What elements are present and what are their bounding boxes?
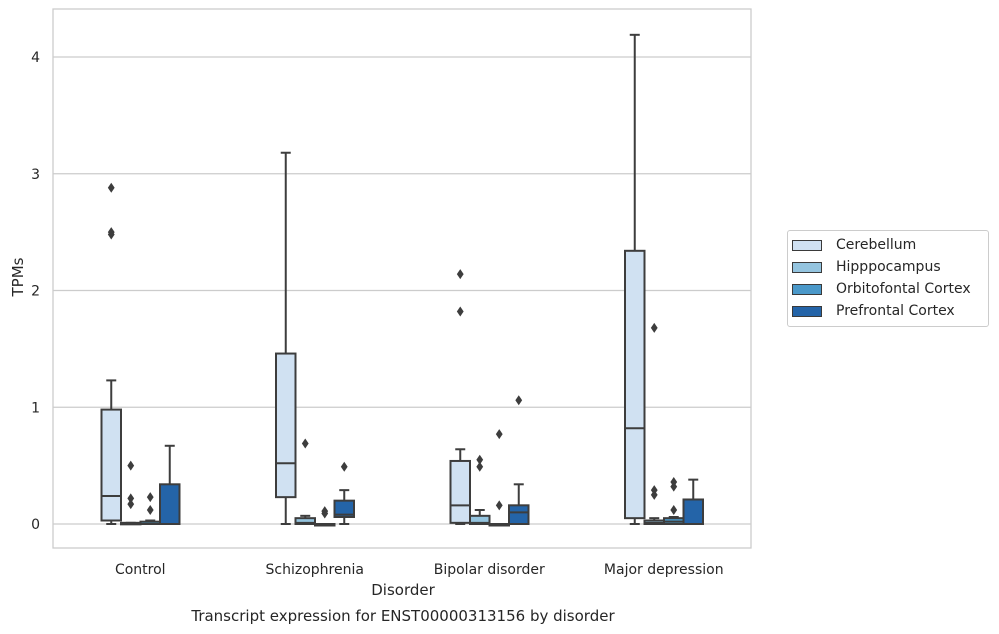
box — [294, 517, 316, 525]
box-cerebellum — [100, 182, 122, 525]
box-orbitofontal-cortex — [663, 476, 685, 525]
outlier-point — [340, 461, 348, 472]
box — [449, 459, 471, 524]
outlier-point — [456, 269, 464, 280]
box-cerebellum — [449, 269, 471, 525]
legend-item-hippocampus: Hipppocampus — [792, 257, 941, 277]
plot-frame — [52, 8, 752, 549]
legend-item-prefrontal-cortex: Prefrontal Cortex — [792, 301, 955, 321]
box-prefrontal-cortex — [682, 478, 704, 526]
outlier-point — [301, 438, 309, 449]
legend-label: Orbitofontal Cortex — [836, 281, 971, 297]
box-layer — [100, 33, 704, 527]
outlier-point — [670, 504, 678, 515]
outlier-point — [107, 227, 115, 238]
y-axis-label: TPMs — [9, 257, 27, 297]
box-orbitofontal-cortex — [314, 506, 336, 527]
legend-item-orbitofrontal-cortex: Orbitofontal Cortex — [792, 279, 971, 299]
box-cerebellum — [275, 151, 297, 525]
y-tick-label: 0 — [31, 517, 40, 533]
legend-swatch — [792, 305, 822, 317]
box-hipppocampus — [294, 438, 316, 525]
box — [159, 483, 181, 525]
outlier-point — [650, 485, 658, 496]
box-prefrontal-cortex — [333, 461, 355, 525]
legend-label: Cerebellum — [836, 237, 917, 253]
legend-swatch — [792, 283, 822, 295]
y-tick-label: 4 — [31, 50, 40, 66]
box-hipppocampus — [643, 322, 665, 525]
legend-label: Prefrontal Cortex — [836, 303, 955, 319]
box-cerebellum — [624, 33, 646, 525]
x-tick-label: Major depression — [604, 562, 724, 578]
x-tick-label: Bipolar disorder — [434, 562, 545, 578]
y-tick-label: 1 — [31, 400, 40, 416]
outlier-point — [456, 306, 464, 317]
x-tick-label: Control — [115, 562, 166, 578]
x-tick-label: Schizophrenia — [266, 562, 364, 578]
outlier-point — [127, 493, 135, 504]
outlier-point — [515, 395, 523, 406]
outlier-point — [476, 461, 484, 472]
gridlines — [53, 56, 751, 525]
legend-label: Hipppocampus — [836, 259, 941, 275]
box — [624, 249, 646, 520]
box — [682, 498, 704, 526]
box-hipppocampus — [120, 460, 142, 526]
outlier-point — [146, 492, 154, 503]
box — [275, 352, 297, 499]
box-orbitofontal-cortex — [488, 429, 510, 527]
box-orbitofontal-cortex — [139, 492, 161, 525]
x-tick-labels: Control Schizophrenia Bipolar disorder Majo… — [115, 562, 724, 578]
box-prefrontal-cortex — [159, 444, 181, 525]
outlier-point — [650, 322, 658, 333]
legend-item-cerebellum: Cerebellum — [792, 235, 916, 255]
y-tick-label: 2 — [31, 284, 40, 300]
legend-swatch — [792, 239, 822, 251]
box-prefrontal-cortex — [508, 395, 530, 526]
legend-swatch — [792, 261, 822, 273]
box — [333, 499, 355, 518]
box — [469, 514, 491, 526]
outlier-point — [321, 506, 329, 517]
outlier-point — [107, 182, 115, 193]
outlier-point — [495, 500, 503, 511]
outlier-point — [127, 499, 135, 510]
outlier-point — [670, 476, 678, 487]
outlier-point — [476, 454, 484, 465]
chart-caption: Transcript expression for ENST0000031315… — [191, 607, 615, 625]
box — [100, 408, 122, 522]
x-axis-label: Disorder — [371, 581, 435, 599]
legend: Cerebellum Hipppocampus Orbitofontal Cor… — [787, 230, 989, 327]
y-tick-label: 3 — [31, 167, 40, 183]
outlier-point — [146, 504, 154, 515]
outlier-point — [495, 429, 503, 440]
box — [508, 504, 530, 526]
outlier-point — [127, 460, 135, 471]
y-tick-labels: 0 1 2 3 4 — [31, 50, 40, 533]
box-hipppocampus — [469, 454, 491, 526]
